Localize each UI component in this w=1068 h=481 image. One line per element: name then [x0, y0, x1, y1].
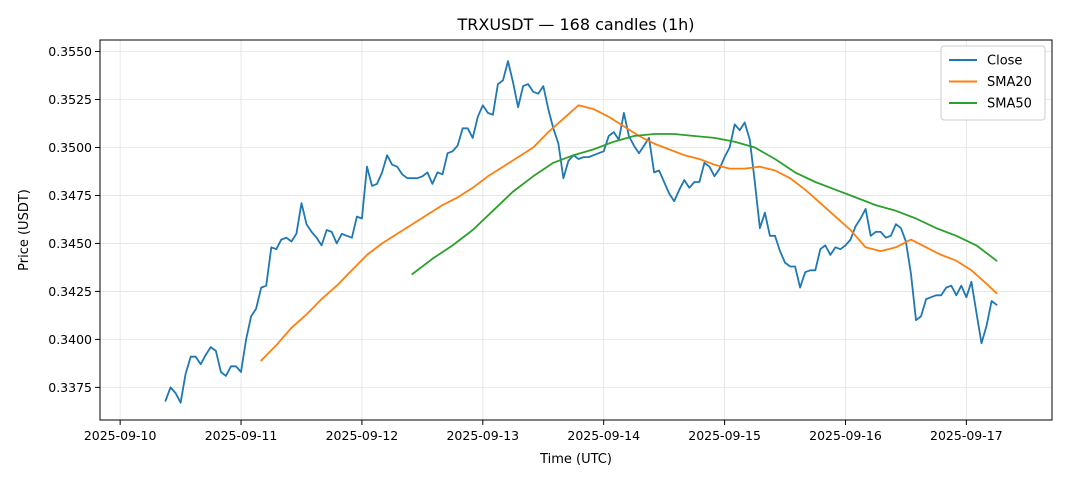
x-tick-label: 2025-09-14	[567, 428, 640, 443]
y-tick-label: 0.3400	[48, 332, 92, 347]
grid-lines	[100, 40, 1052, 420]
y-tick-label: 0.3450	[48, 236, 92, 251]
legend: Close SMA20 SMA50	[940, 45, 1046, 121]
series-line-sma50	[411, 133, 998, 276]
y-tick-label: 0.3375	[48, 380, 92, 395]
legend-label-close: Close	[987, 54, 1022, 69]
y-tick-label: 0.3525	[48, 92, 92, 107]
y-axis: 0.3375 0.3400 0.3425 0.3450 0.3475 0.3500 0.35…	[48, 44, 100, 395]
series-lines	[164, 60, 998, 404]
plot-frame	[99, 39, 1053, 421]
x-axis: 2025-09-10 2025-09-11 2025-09-12 2025-09-13…	[84, 420, 1003, 443]
x-tick-label: 2025-09-15	[688, 428, 761, 443]
y-axis-label: Price (USDT)	[17, 189, 32, 271]
legend-label-sma50: SMA50	[987, 97, 1032, 112]
x-tick-label: 2025-09-11	[205, 428, 278, 443]
x-axis-label: Time (UTC)	[539, 452, 612, 467]
x-tick-label: 2025-09-12	[326, 428, 399, 443]
y-tick-label: 0.3500	[48, 140, 92, 155]
legend-box	[940, 45, 1046, 121]
x-tick-label: 2025-09-16	[809, 428, 882, 443]
chart-title: TRXUSDT — 168 candles (1h)	[456, 15, 694, 34]
series-line-close	[164, 60, 998, 404]
y-tick-label: 0.3550	[48, 44, 92, 59]
x-tick-label: 2025-09-13	[446, 428, 519, 443]
y-tick-label: 0.3475	[48, 188, 92, 203]
y-tick-label: 0.3425	[48, 284, 92, 299]
x-tick-label: 2025-09-10	[84, 428, 157, 443]
legend-label-sma20: SMA20	[987, 75, 1032, 90]
series-line-sma20	[260, 104, 998, 362]
x-tick-label: 2025-09-17	[930, 428, 1003, 443]
